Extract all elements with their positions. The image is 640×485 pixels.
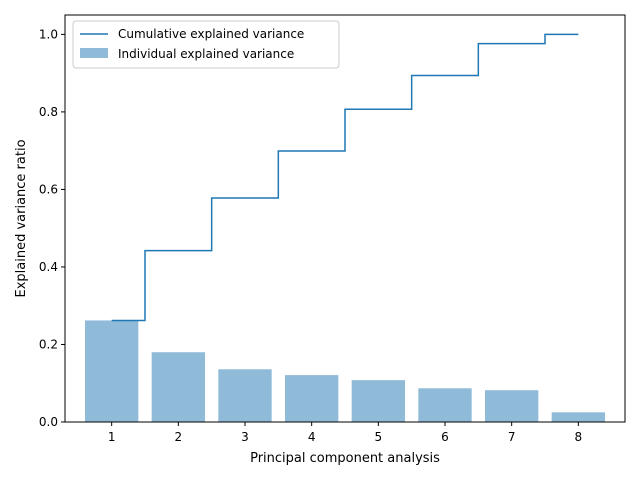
legend-swatch-individual: [80, 48, 108, 58]
y-tick-label-4: 0.8: [39, 105, 58, 119]
x-tick-label-8: 8: [575, 430, 583, 444]
y-axis-label: Explained variance ratio: [14, 139, 29, 297]
x-axis: 1 2 3 4 5 6 7 8: [108, 422, 582, 444]
bar-1: [85, 320, 139, 422]
x-tick-label-2: 2: [175, 430, 183, 444]
y-tick-label-2: 0.4: [39, 260, 58, 274]
y-tick-label-3: 0.6: [39, 182, 58, 196]
bar-4: [285, 375, 339, 422]
bar-6: [418, 388, 472, 422]
legend: Cumulative explained variance Individual …: [72, 20, 340, 69]
bar-5: [351, 380, 405, 422]
legend-label-cumulative: Cumulative explained variance: [118, 27, 304, 41]
plot-frame: [64, 14, 626, 423]
bar-3: [218, 369, 272, 422]
y-tick-label-0: 0.0: [39, 415, 58, 429]
cumulative-step-line: [111, 33, 579, 322]
x-tick-label-5: 5: [375, 430, 383, 444]
x-tick-label-1: 1: [108, 430, 116, 444]
bar-2: [151, 352, 205, 422]
x-tick-label-6: 6: [441, 430, 449, 444]
x-tick-label-4: 4: [308, 430, 316, 444]
x-axis-label: Principal component analysis: [250, 451, 440, 466]
legend-box: [72, 20, 340, 69]
step-layer: [111, 33, 579, 322]
x-tick-label-3: 3: [241, 430, 249, 444]
legend-label-individual: Individual explained variance: [118, 47, 294, 61]
y-axis: 0.0 0.2 0.4 0.6 0.8 1.0: [39, 27, 65, 429]
bar-8: [551, 412, 605, 422]
bar-7: [485, 390, 539, 422]
x-tick-label-7: 7: [508, 430, 516, 444]
y-tick-label-1: 0.2: [39, 337, 58, 351]
y-tick-label-5: 1.0: [39, 27, 58, 41]
bars-layer: [85, 320, 605, 422]
